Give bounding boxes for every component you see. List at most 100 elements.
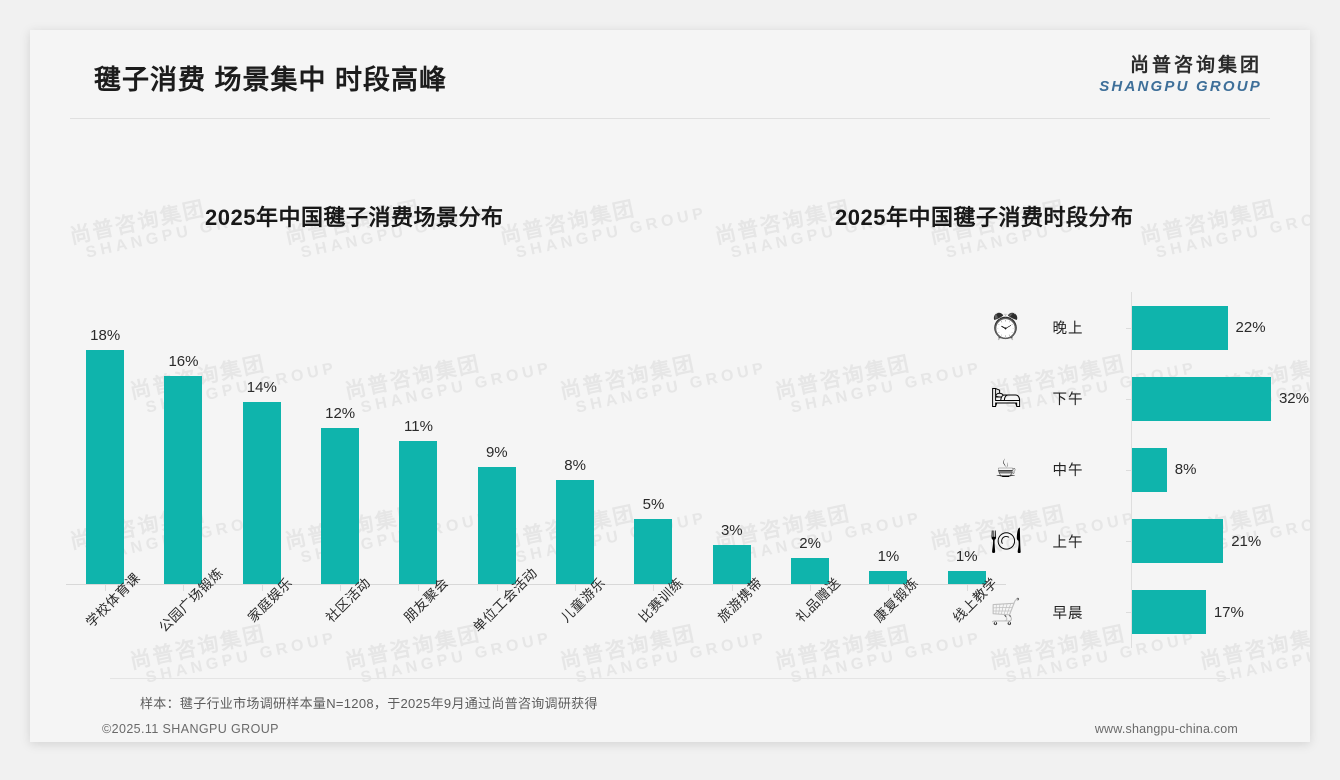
bar-value-label: 21%	[1231, 532, 1262, 550]
bar-column: 3%	[693, 324, 771, 591]
logo-chinese-text: 尚普咨询集团	[1129, 55, 1262, 76]
bar	[556, 480, 595, 584]
bar	[242, 402, 281, 584]
bar	[791, 558, 830, 584]
bar-value-label: 16%	[168, 353, 199, 370]
time-slot-distribution-bar-chart: ⏰ 晚上 22% 🛏 下午 32% ☕ 中午 8% 🍽 上午 21% 🛒 早晨 17%	[980, 292, 1309, 652]
axis-label-cell: 社区活动	[301, 575, 379, 680]
axis-tick	[966, 585, 968, 591]
bar-wrapper: 8%	[1132, 447, 1300, 492]
copyright-text: ©2025.11 SHANGPU GROUP	[102, 722, 279, 736]
axis-label-cell: 学校体育课	[66, 570, 144, 680]
bar-column: 1%	[928, 324, 1006, 591]
axis-label-cell: 单位工会活动	[458, 565, 540, 680]
bar-column: 9%	[458, 324, 536, 591]
time-slot-row: 🍽 上午 21%	[980, 506, 1300, 577]
bar-column: 5%	[614, 324, 692, 591]
bar	[164, 376, 203, 584]
axis-label-cell: 比赛训练	[614, 575, 692, 680]
time-slot-row: ⏰ 晚上 22%	[980, 292, 1300, 363]
time-slot-label: 早晨	[1052, 605, 1084, 622]
axis-label-cell: 家庭娱乐	[223, 575, 301, 680]
logo-english-text: SHANGPU GROUP	[1099, 77, 1262, 95]
bar-value-label: 1%	[877, 548, 900, 565]
vertical-axis-labels: 学校体育课 公园广场锻炼 家庭娱乐 社区活动 朋友聚会 单位工会活动 儿童游乐 比赛训练 旅游携…	[66, 565, 1006, 680]
time-slot-row: 🛒 早晨 17%	[980, 577, 1300, 648]
axis-label-cell: 礼品赠送	[771, 575, 849, 680]
page-footer: ©2025.11 SHANGPU GROUP www.shangpu-china…	[30, 712, 1310, 748]
bar	[1132, 590, 1206, 635]
horizontal-bar-rows: ⏰ 晚上 22% 🛏 下午 32% ☕ 中午 8% 🍽 上午 21% 🛒 早晨 17%	[980, 292, 1309, 648]
bar	[634, 519, 673, 584]
bar-column: 16%	[144, 324, 222, 591]
header-divider	[70, 118, 1270, 119]
bar	[869, 571, 908, 584]
time-slot-row: ☕ 中午 8%	[980, 434, 1300, 505]
bar-value-label: 8%	[564, 457, 586, 474]
axis-tick	[183, 585, 185, 591]
website-link[interactable]: www.shangpu-china.com	[1094, 722, 1238, 736]
bar-value-label: 1%	[955, 548, 978, 565]
bar-column: 11%	[379, 324, 457, 591]
slide-header: 毽子消费 场景集中 时段高峰 尚普咨询集团 SHANGPU GROUP	[30, 30, 1310, 120]
bar	[321, 428, 360, 584]
axis-label-cell: 公园广场锻炼	[144, 565, 227, 680]
axis-label-cell: 儿童游乐	[536, 575, 614, 680]
bar	[1132, 305, 1228, 350]
bar	[86, 350, 125, 584]
bar-column: 18%	[66, 324, 144, 591]
bar-value-label: 12%	[325, 405, 356, 422]
bar-value-label: 9%	[485, 444, 508, 461]
axis-label-cell: 康复锻炼	[849, 575, 927, 680]
sample-note: 样本：毽子行业市场调研样本量N=1208，于2025年9月通过尚普咨询调研获得	[140, 696, 598, 711]
axis-tick	[105, 585, 107, 591]
bar-column: 8%	[536, 324, 614, 591]
left-chart-title: 2025年中国毽子消费场景分布	[205, 205, 504, 230]
alarm-clock-icon: ⏰	[990, 313, 1022, 342]
axis-tick	[340, 585, 342, 591]
bed-icon: 🛏	[990, 384, 1022, 413]
bar-value-label: 18%	[90, 327, 121, 344]
bar-wrapper: 32%	[1132, 376, 1309, 421]
time-slot-label: 上午	[1052, 534, 1084, 551]
axis-label-cell: 旅游携带	[693, 575, 771, 680]
bar-wrapper: 21%	[1132, 519, 1300, 564]
bar	[1132, 376, 1271, 421]
bar	[1132, 519, 1224, 564]
vertical-bar-columns: 18% 16% 14% 12% 11% 9% 8% 5% 3% 2% 1% 1%	[66, 324, 1006, 591]
footnote-area: 样本：毽子行业市场调研样本量N=1208，于2025年9月通过尚普咨询调研获得	[110, 678, 1230, 720]
horizontal-chart-axis	[1131, 292, 1132, 648]
scenario-distribution-bar-chart: 18% 16% 14% 12% 11% 9% 8% 5% 3% 2% 1% 1% 学校体育课 公园广场锻…	[48, 280, 1006, 680]
bar-value-label: 3%	[720, 522, 743, 539]
axis-tick	[496, 585, 498, 591]
time-slot-label: 晚上	[1052, 321, 1084, 338]
bar-column: 2%	[771, 324, 849, 591]
axis-tick	[731, 585, 733, 591]
page-title: 毽子消费 场景集中 时段高峰	[94, 65, 448, 95]
axis-tick	[1126, 612, 1131, 614]
axis-label-cell: 朋友聚会	[379, 575, 457, 680]
bar-column: 12%	[301, 324, 379, 591]
bar-value-label: 2%	[799, 535, 821, 552]
time-slot-row: 🛏 下午 32%	[980, 363, 1309, 434]
right-chart-title: 2025年中国毽子消费时段分布	[835, 205, 1134, 230]
time-slot-label: 下午	[1052, 392, 1084, 409]
bar-value-label: 5%	[642, 496, 665, 513]
axis-tick	[418, 585, 420, 591]
axis-tick	[1126, 541, 1131, 543]
bar	[399, 441, 438, 584]
bar-value-label: 32%	[1278, 390, 1309, 408]
axis-tick	[888, 585, 890, 591]
bar-column: 14%	[223, 324, 301, 591]
axis-tick	[261, 585, 263, 591]
axis-tick	[1126, 398, 1131, 400]
bar-value-label: 11%	[404, 418, 433, 435]
axis-tick	[575, 585, 577, 591]
axis-tick	[810, 585, 812, 591]
bar	[712, 545, 751, 584]
bar-wrapper: 17%	[1132, 590, 1300, 635]
slide-card: 尚普咨询集团 SHANGPU GROUP 尚普咨询集团 SHANGPU GROUP 尚普…	[30, 30, 1310, 742]
bar-value-label: 8%	[1174, 461, 1197, 479]
